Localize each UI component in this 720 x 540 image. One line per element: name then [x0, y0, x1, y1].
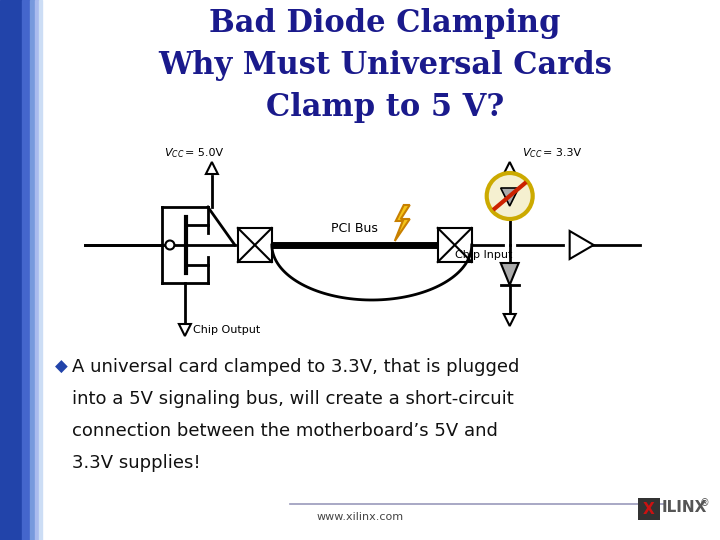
Circle shape	[487, 173, 533, 219]
Text: $V_{CC}$: $V_{CC}$	[164, 146, 184, 160]
Text: Chip Output: Chip Output	[193, 325, 260, 335]
Text: = 5.0V: = 5.0V	[185, 148, 223, 158]
Polygon shape	[504, 162, 516, 174]
Text: ®: ®	[700, 498, 709, 508]
Bar	[238, 228, 272, 262]
Polygon shape	[179, 324, 191, 336]
Text: www.xilinx.com: www.xilinx.com	[316, 512, 403, 522]
Bar	[35, 0, 39, 540]
Text: $V_{CC}$: $V_{CC}$	[522, 146, 542, 160]
Text: into a 5V signaling bus, will create a short-circuit: into a 5V signaling bus, will create a s…	[72, 390, 513, 408]
Text: Chip Input: Chip Input	[455, 250, 512, 260]
Polygon shape	[500, 188, 518, 206]
Text: X: X	[643, 502, 654, 516]
Text: = 3.3V: = 3.3V	[543, 148, 581, 158]
Text: PCI Bus: PCI Bus	[331, 222, 378, 235]
Text: 3.3V supplies!: 3.3V supplies!	[72, 454, 201, 472]
Bar	[30, 0, 35, 540]
Text: Bad Diode Clamping: Bad Diode Clamping	[209, 8, 561, 39]
Polygon shape	[504, 314, 516, 326]
Bar	[0, 0, 22, 540]
Text: connection between the motherboard’s 5V and: connection between the motherboard’s 5V …	[72, 422, 498, 440]
Polygon shape	[206, 162, 218, 174]
Polygon shape	[500, 263, 518, 285]
Bar	[22, 0, 30, 540]
Bar	[39, 0, 42, 540]
Text: ◆: ◆	[55, 358, 68, 376]
Text: A universal card clamped to 3.3V, that is plugged: A universal card clamped to 3.3V, that i…	[72, 358, 519, 376]
Polygon shape	[395, 205, 410, 241]
Text: Why Must Universal Cards: Why Must Universal Cards	[158, 50, 612, 81]
Circle shape	[166, 240, 174, 249]
Bar	[438, 228, 472, 262]
Bar	[638, 498, 660, 520]
Text: ILINX: ILINX	[662, 500, 707, 515]
Text: Clamp to 5 V?: Clamp to 5 V?	[266, 92, 504, 123]
Polygon shape	[570, 231, 594, 259]
